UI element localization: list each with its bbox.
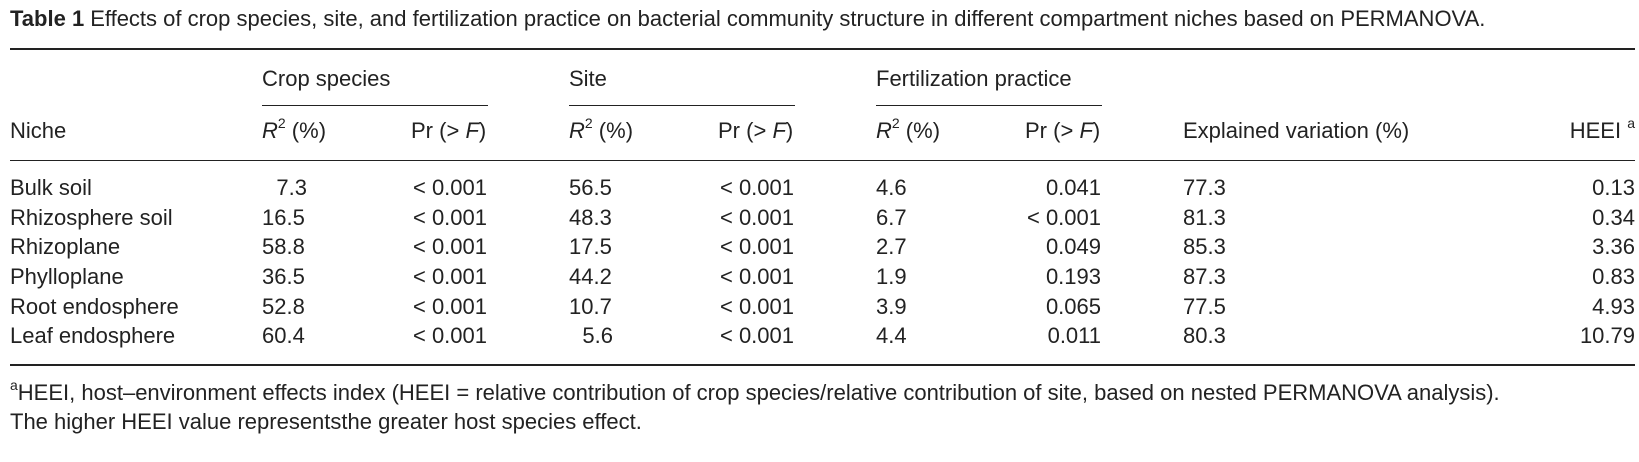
col-header-crop-pr: Pr (> F) [411, 118, 487, 143]
cell-fert-r2: 6.7 [876, 205, 907, 230]
col-header-heei: HEEI a [1569, 114, 1635, 143]
cell-explained: 81.3 [1183, 205, 1226, 230]
header-rule [10, 160, 1635, 161]
cell-site-pr: < 0.001 [719, 205, 794, 230]
cell-crop-r2: 58.8 [262, 234, 305, 259]
col-header-explained: Explained variation (%) [1183, 118, 1410, 143]
cell-niche: Bulk soil [10, 175, 92, 200]
cell-crop-r2: 16.5 [262, 205, 305, 230]
cell-site-r2: 17.5 [569, 234, 612, 259]
cell-niche: Leaf endosphere [10, 323, 176, 348]
cell-fert-pr: 0.041 [1045, 175, 1101, 200]
table-row: Leaf endosphere 60.4 < 0.001 5.6 < 0.001… [0, 323, 1639, 349]
cell-niche: Rhizosphere soil [10, 205, 173, 230]
col-header-niche: Niche [10, 118, 67, 143]
cell-explained: 87.3 [1183, 264, 1226, 289]
group-rule-site [569, 105, 795, 106]
cell-fert-r2: 2.7 [876, 234, 907, 259]
bottom-rule [10, 364, 1635, 366]
cell-site-r2: 56.5 [569, 175, 612, 200]
caption-text: Effects of crop species, site, and ferti… [90, 6, 1486, 31]
cell-crop-pr: < 0.001 [412, 175, 487, 200]
cell-fert-r2: 4.4 [876, 323, 907, 348]
cell-site-pr: < 0.001 [719, 234, 794, 259]
col-header-crop-r2: R2 (%) [262, 114, 327, 143]
cell-site-pr: < 0.001 [719, 294, 794, 319]
cell-niche: Rhizoplane [10, 234, 121, 259]
top-rule [10, 48, 1635, 50]
group-rule-crop [262, 105, 488, 106]
footnote-line-1: aHEEI, host–environment effects index (H… [10, 376, 1500, 405]
cell-fert-pr: 0.193 [1045, 264, 1101, 289]
cell-site-pr: < 0.001 [719, 264, 794, 289]
table-row: Rhizoplane 58.8 < 0.001 17.5 < 0.001 2.7… [0, 234, 1639, 260]
group-header-site: Site [569, 66, 607, 91]
cell-crop-r2: 7.3 [276, 175, 307, 200]
col-header-fert-r2: R2 (%) [876, 114, 941, 143]
group-header-crop: Crop species [262, 66, 391, 91]
cell-explained: 77.5 [1183, 294, 1226, 319]
cell-heei: 0.83 [1592, 264, 1635, 289]
footnote-marker: a [10, 376, 18, 393]
cell-fert-pr: 0.049 [1045, 234, 1101, 259]
cell-site-r2: 48.3 [569, 205, 612, 230]
table-caption: Table 1 Effects of crop species, site, an… [10, 6, 1635, 32]
cell-heei: 10.79 [1579, 323, 1635, 348]
footnote-line-2: The higher HEEI value representsthe grea… [10, 409, 642, 434]
cell-explained: 77.3 [1183, 175, 1226, 200]
cell-crop-pr: < 0.001 [412, 323, 487, 348]
cell-site-pr: < 0.001 [719, 323, 794, 348]
cell-crop-pr: < 0.001 [412, 264, 487, 289]
col-header-site-r2: R2 (%) [569, 114, 634, 143]
table-row: Bulk soil 7.3 < 0.001 56.5 < 0.001 4.6 0… [0, 175, 1639, 201]
cell-heei: 0.13 [1592, 175, 1635, 200]
cell-fert-pr: 0.011 [1047, 323, 1101, 348]
cell-crop-r2: 60.4 [262, 323, 305, 348]
cell-crop-pr: < 0.001 [412, 234, 487, 259]
col-header-fert-pr: Pr (> F) [1025, 118, 1101, 143]
table-label: Table 1 [10, 6, 85, 31]
cell-site-r2: 44.2 [569, 264, 612, 289]
cell-crop-r2: 52.8 [262, 294, 305, 319]
cell-explained: 80.3 [1183, 323, 1226, 348]
table-row: Root endosphere 52.8 < 0.001 10.7 < 0.00… [0, 294, 1639, 320]
cell-crop-r2: 36.5 [262, 264, 305, 289]
cell-niche: Root endosphere [10, 294, 179, 319]
table-row: Rhizosphere soil 16.5 < 0.001 48.3 < 0.0… [0, 205, 1639, 231]
group-rule-fertilization [876, 105, 1102, 106]
col-header-site-pr: Pr (> F) [718, 118, 794, 143]
cell-heei: 4.93 [1592, 294, 1635, 319]
cell-fert-pr: 0.065 [1045, 294, 1101, 319]
cell-niche: Phylloplane [10, 264, 124, 289]
cell-fert-r2: 3.9 [876, 294, 907, 319]
group-header-fertilization: Fertilization practice [876, 66, 1072, 91]
cell-heei: 0.34 [1592, 205, 1635, 230]
cell-heei: 3.36 [1592, 234, 1635, 259]
cell-crop-pr: < 0.001 [412, 294, 487, 319]
cell-site-r2: 10.7 [569, 294, 612, 319]
cell-site-r2: 5.6 [582, 323, 613, 348]
cell-fert-r2: 1.9 [876, 264, 907, 289]
cell-fert-r2: 4.6 [876, 175, 907, 200]
cell-site-pr: < 0.001 [719, 175, 794, 200]
cell-fert-pr: < 0.001 [1026, 205, 1101, 230]
cell-crop-pr: < 0.001 [412, 205, 487, 230]
table-row: Phylloplane 36.5 < 0.001 44.2 < 0.001 1.… [0, 264, 1639, 290]
cell-explained: 85.3 [1183, 234, 1226, 259]
